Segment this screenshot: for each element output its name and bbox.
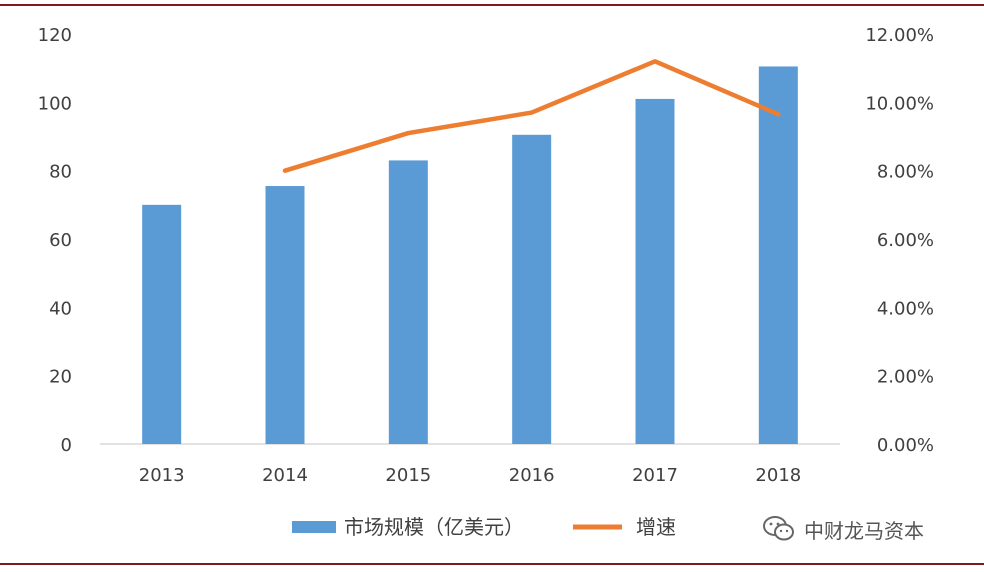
left-tick-label: 80	[49, 162, 72, 183]
x-tick-label: 2016	[509, 465, 555, 486]
x-tick-label: 2018	[755, 465, 801, 486]
right-tick-label: 0.00%	[877, 435, 934, 456]
x-tick-label: 2017	[632, 465, 678, 486]
growth-rate-line	[282, 59, 781, 173]
bar	[758, 66, 798, 444]
bottom-border-rule	[0, 563, 984, 565]
wechat-icon	[763, 516, 794, 541]
watermark-text: 中财龙马资本	[804, 518, 924, 543]
left-axis-ticks: 0 20 40 60 80 100 120	[38, 25, 72, 456]
left-tick-label: 40	[49, 298, 72, 319]
legend-line-label: 增速	[636, 515, 676, 539]
x-tick-label: 2014	[262, 465, 308, 486]
bar	[635, 98, 675, 445]
x-axis-ticks: 2013 2014 2015 2016 2017 2018	[139, 465, 801, 486]
legend-bar-label: 市场规模（亿美元）	[344, 515, 524, 539]
right-tick-label: 6.00%	[877, 230, 934, 251]
watermark: 中财龙马资本	[762, 512, 924, 546]
right-tick-label: 8.00%	[877, 162, 934, 183]
x-tick-label: 2015	[385, 465, 431, 486]
x-tick-label: 2013	[139, 465, 185, 486]
top-border-rule	[0, 4, 984, 6]
left-tick-label: 120	[38, 25, 72, 46]
right-tick-label: 12.00%	[865, 25, 934, 46]
bar	[512, 134, 552, 444]
legend: 市场规模（亿美元） 增速	[292, 515, 676, 539]
bar	[142, 204, 182, 444]
bar	[388, 160, 428, 444]
right-tick-label: 4.00%	[877, 298, 934, 319]
bar-series	[142, 66, 798, 445]
right-tick-label: 2.00%	[877, 367, 934, 388]
left-tick-label: 20	[49, 367, 72, 388]
left-tick-label: 0	[61, 435, 72, 456]
right-tick-label: 10.00%	[865, 93, 934, 114]
right-axis-ticks: 0.00% 2.00% 4.00% 6.00% 8.00% 10.00% 12.00%	[865, 25, 934, 456]
bar	[265, 186, 305, 444]
left-tick-label: 100	[38, 93, 72, 114]
legend-bar-swatch	[292, 521, 336, 533]
left-tick-label: 60	[49, 230, 72, 251]
